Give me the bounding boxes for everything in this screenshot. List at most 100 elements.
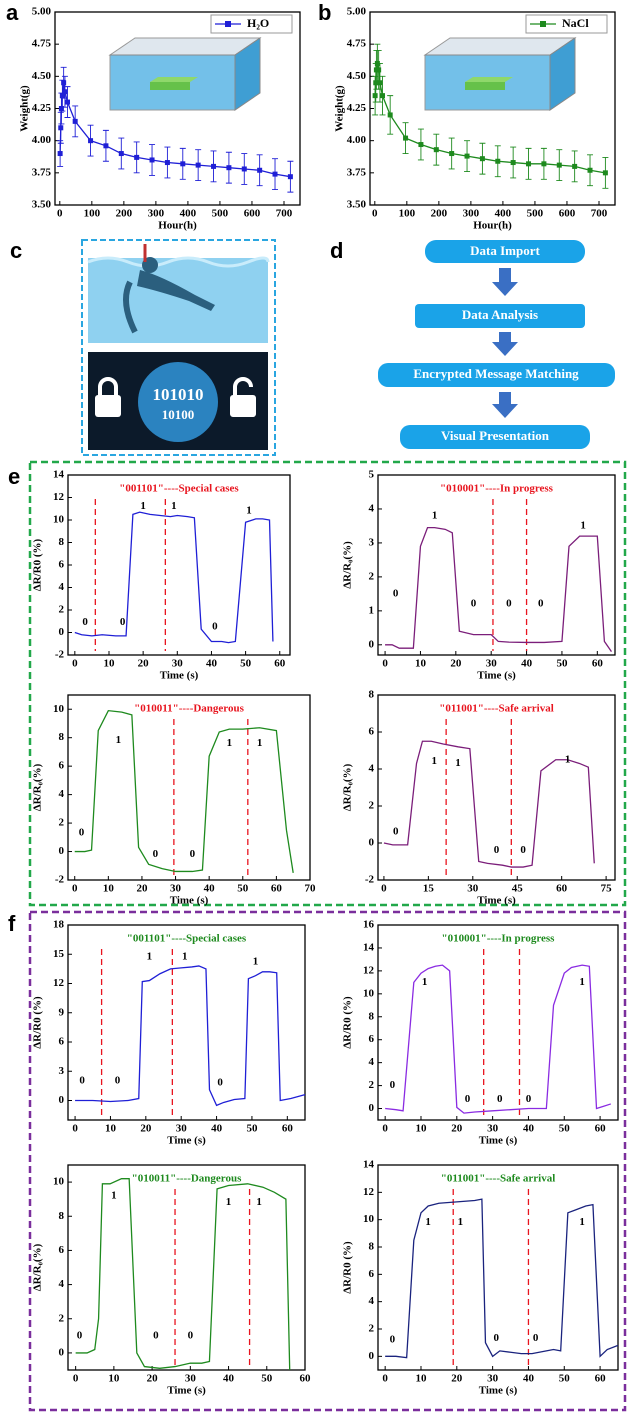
panel-label: e (8, 464, 20, 489)
x-tick-label: 50 (240, 658, 252, 670)
y-tick-label: 4.00 (347, 134, 367, 146)
y-tick-label: 14 (363, 941, 375, 953)
x-tick-label: 300 (463, 208, 480, 220)
y-axis-label: ΔR/R0 (%) (32, 996, 44, 1049)
x-tick-label: 30 (487, 1373, 499, 1385)
x-tick-label: 0 (382, 1373, 388, 1385)
x-tick-label: 50 (261, 1373, 273, 1385)
chart-title: "010011"----Dangerous (134, 703, 245, 715)
data-point (119, 151, 124, 156)
x-tick-label: 75 (601, 883, 613, 895)
y-tick-label: -2 (55, 649, 65, 661)
y-tick-label: 8 (59, 1210, 65, 1222)
legend-marker (225, 21, 231, 27)
data-point (377, 80, 382, 85)
x-tick-label: 0 (72, 883, 78, 895)
y-tick-label: 4 (369, 1295, 375, 1307)
y-tick-label: 10 (363, 1213, 375, 1225)
annotation: 0 (188, 1329, 194, 1341)
x-tick-label: 30 (486, 658, 498, 670)
annotation: 0 (494, 844, 500, 856)
panel-label: a (6, 0, 19, 25)
x-axis-label: Hour(h) (158, 220, 197, 232)
panel-label: c (10, 238, 22, 263)
annotation: 0 (79, 827, 85, 839)
data-point (196, 163, 201, 168)
y-tick-label: 4 (369, 1056, 375, 1068)
x-tick-label: 60 (274, 658, 286, 670)
data-point (465, 154, 470, 159)
annotation: 0 (212, 620, 218, 632)
panel-label: b (318, 0, 331, 25)
data-point (418, 142, 423, 147)
data-point (495, 159, 500, 164)
annotation: 1 (171, 500, 177, 512)
x-tick-label: 0 (382, 658, 388, 670)
y-tick-label: -2 (55, 874, 65, 886)
x-tick-label: 200 (431, 208, 448, 220)
annotation: 0 (506, 598, 512, 610)
binary-text: 101010 (153, 385, 204, 404)
annotation: 1 (458, 1216, 464, 1228)
data-point (526, 161, 531, 166)
x-axis-label: Time (s) (477, 670, 516, 682)
x-tick-label: 0 (73, 1373, 79, 1385)
data-point (273, 172, 278, 177)
y-tick-label: 0 (369, 837, 375, 849)
data-point (572, 164, 577, 169)
x-tick-label: 300 (148, 208, 165, 220)
y-tick-label: 4.50 (347, 70, 367, 82)
annotation: 0 (393, 587, 399, 599)
y-tick-label: 14 (53, 469, 65, 481)
annotation: 0 (471, 598, 477, 610)
y-tick-label: 5.00 (32, 6, 52, 18)
data-point (373, 93, 378, 98)
data-point (134, 155, 139, 160)
x-tick-label: 60 (300, 1373, 312, 1385)
annotation: 0 (465, 1093, 471, 1105)
annotation: 0 (153, 848, 159, 860)
x-tick-label: 60 (556, 883, 568, 895)
flow-node: Encrypted Message Matching (413, 366, 579, 381)
data-point (380, 93, 385, 98)
y-tick-label: 4 (59, 581, 65, 593)
y-tick-label: 6 (59, 1244, 65, 1256)
annotation: 1 (116, 734, 122, 746)
annotation: 1 (147, 951, 153, 963)
chart-title: "010001"----In progress (440, 483, 554, 495)
x-tick-label: 30 (172, 658, 184, 670)
x-tick-label: 30 (487, 1123, 499, 1135)
plot-frame (378, 475, 615, 655)
x-tick-label: 20 (138, 658, 150, 670)
x-axis-label: Time (s) (477, 895, 516, 907)
y-tick-label: 3.75 (32, 166, 52, 178)
y-tick-label: 12 (53, 491, 65, 503)
x-axis-label: Time (s) (167, 1135, 206, 1147)
x-tick-label: 40 (521, 658, 533, 670)
annotation: 1 (140, 500, 146, 512)
y-tick-label: 4.50 (32, 70, 52, 82)
x-tick-label: 100 (399, 208, 416, 220)
annotation: 0 (497, 1093, 503, 1105)
x-tick-label: 40 (523, 1123, 535, 1135)
annotation: 0 (217, 1076, 223, 1088)
data-line (385, 528, 611, 652)
x-axis-label: Hour(h) (473, 220, 512, 232)
x-tick-label: 40 (523, 1373, 535, 1385)
y-tick-label: 4 (369, 763, 375, 775)
y-tick-label: 2 (369, 800, 375, 812)
x-tick-label: 10 (415, 658, 427, 670)
y-axis-label: ΔR/R0 (%) (342, 996, 354, 1049)
annotation: 0 (390, 1079, 396, 1091)
data-point (242, 166, 247, 171)
y-tick-label: 3.75 (347, 166, 367, 178)
y-tick-label: 12 (363, 964, 375, 976)
x-axis-label: Time (s) (167, 1385, 206, 1397)
y-tick-label: 3.50 (32, 199, 52, 211)
y-tick-label: 4 (59, 788, 65, 800)
data-point (150, 157, 155, 162)
x-tick-label: 40 (204, 883, 216, 895)
binary-text: 10100 (162, 407, 195, 422)
annotation: 1 (227, 737, 233, 749)
y-tick-label: 6 (369, 1033, 375, 1045)
